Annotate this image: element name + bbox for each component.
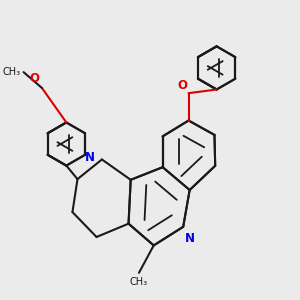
Text: N: N [85, 151, 95, 164]
Text: CH₃: CH₃ [3, 67, 21, 77]
Text: N: N [184, 232, 195, 245]
Text: CH₃: CH₃ [130, 277, 148, 287]
Text: O: O [29, 72, 39, 85]
Text: O: O [177, 79, 187, 92]
